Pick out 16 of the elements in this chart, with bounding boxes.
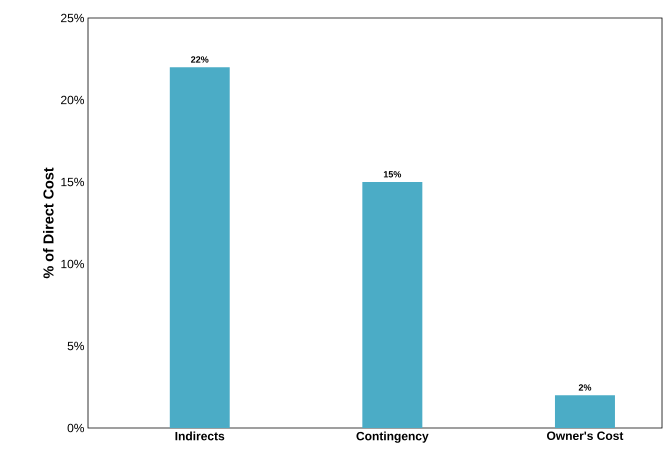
data-label: 15% bbox=[384, 171, 402, 178]
bar bbox=[554, 395, 615, 428]
y-tick-label: 10% bbox=[61, 260, 84, 268]
y-tick-label: 25% bbox=[61, 14, 84, 22]
data-label: 22% bbox=[191, 56, 208, 63]
bar bbox=[362, 182, 422, 428]
data-label: 2% bbox=[578, 384, 592, 391]
y-axis-title: % of Direct Cost bbox=[43, 168, 54, 278]
bar bbox=[170, 67, 230, 428]
x-tick-label: Contingency bbox=[356, 432, 429, 443]
x-tick-label: Indirects bbox=[176, 432, 224, 440]
y-tick-label: 0% bbox=[68, 424, 84, 432]
y-tick-label: 5% bbox=[68, 342, 84, 350]
x-tick-label: Owner's Cost bbox=[547, 432, 624, 440]
y-tick-label: 15% bbox=[61, 178, 84, 186]
y-tick-label: 20% bbox=[61, 96, 84, 104]
